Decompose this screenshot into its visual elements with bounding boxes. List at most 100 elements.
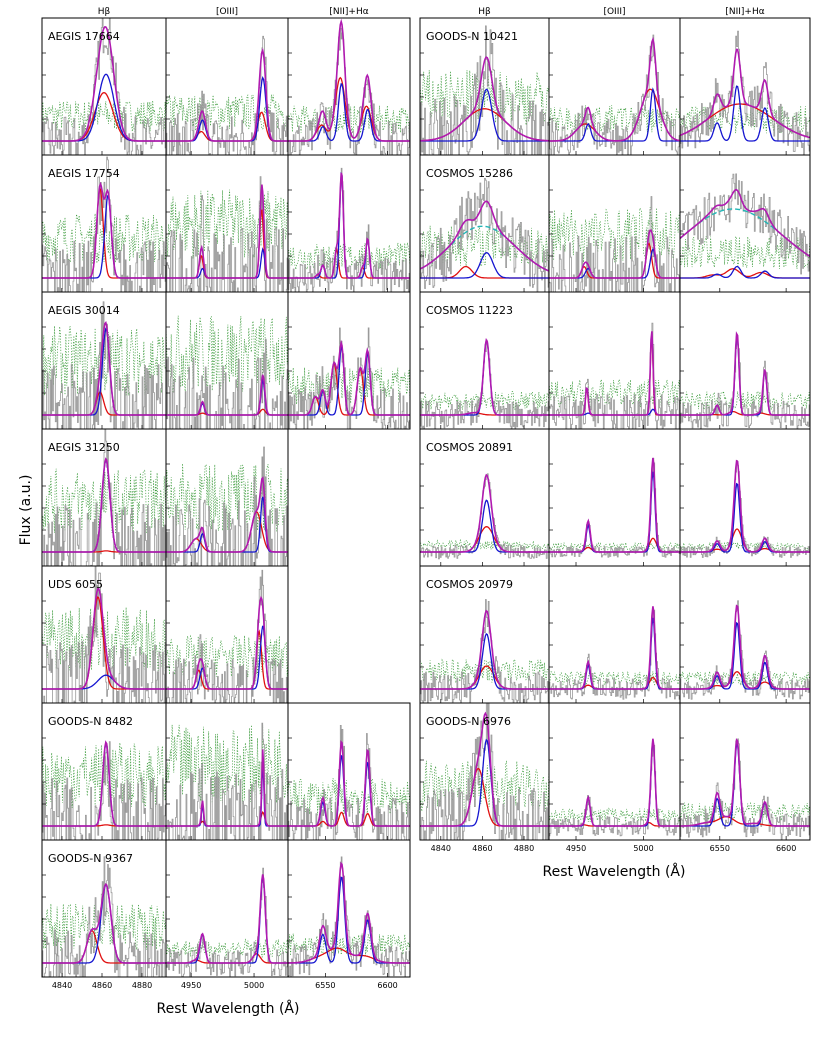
observed-spectrum	[42, 301, 166, 429]
panel-uds-6055-0: UDS 6055	[41, 565, 167, 704]
narrow-component	[549, 471, 680, 553]
panel-goods-n-8482-2	[287, 702, 411, 841]
column-header-right-1: [OIII]	[603, 7, 625, 17]
total-fit	[42, 882, 166, 964]
total-fit	[288, 861, 410, 964]
observed-spectrum	[166, 338, 288, 429]
sky-spectrum	[42, 903, 166, 951]
panel-cosmos-15286-2	[679, 154, 811, 293]
x-tick-label: 6600	[377, 981, 397, 990]
galaxy-label: COSMOS 20891	[426, 441, 513, 454]
galaxy-label: GOODS-N 10421	[426, 30, 518, 43]
panel-aegis-31250-0: AEGIS 31250	[41, 428, 167, 567]
panel-aegis-17754-1	[165, 154, 289, 293]
observed-spectrum	[42, 18, 166, 155]
total-fit	[42, 320, 166, 416]
total-fit	[680, 48, 810, 139]
total-fit	[420, 609, 549, 690]
galaxy-label: COSMOS 11223	[426, 304, 513, 317]
sky-spectrum	[166, 315, 288, 392]
x-tick-label: 4950	[181, 981, 201, 990]
x-tick-label: 4880	[514, 844, 534, 853]
panel-cosmos-20979-2	[679, 565, 811, 704]
total-fit	[549, 457, 680, 553]
total-fit	[549, 606, 680, 690]
column-header-left-2: [NII]+Hα	[329, 7, 368, 17]
panel-cosmos-20891-2	[679, 428, 811, 567]
x-tick-label: 6550	[315, 981, 335, 990]
x-tick-label: 6600	[776, 844, 796, 853]
observed-spectrum	[680, 30, 810, 155]
column-header-left-1: [OIII]	[216, 7, 238, 17]
observed-spectrum	[421, 703, 549, 840]
observed-spectrum	[680, 336, 810, 429]
column-header-right-2: [NII]+Hα	[725, 7, 764, 17]
panel-frame	[287, 17, 411, 156]
total-fit	[166, 476, 288, 553]
sky-spectrum	[420, 538, 549, 551]
panel-frame	[548, 17, 681, 156]
panel-frame	[679, 17, 811, 156]
x-tick-label: 4950	[566, 844, 586, 853]
total-fit	[166, 874, 288, 964]
total-fit	[166, 47, 288, 142]
observed-spectrum	[549, 457, 680, 558]
x-tick-label: 5000	[633, 844, 653, 853]
sky-spectrum	[680, 390, 810, 411]
total-fit	[420, 711, 549, 827]
observed-spectrum	[288, 856, 410, 977]
x-tick-label: 4840	[431, 844, 451, 853]
observed-spectrum	[549, 322, 680, 429]
panel-goods-n-10421-2	[679, 17, 811, 156]
galaxy-label: AEGIS 31250	[48, 441, 120, 454]
sky-spectrum	[549, 807, 680, 823]
observed-spectrum	[288, 327, 410, 429]
x-axis-label-right: Rest Wavelength (Å)	[543, 863, 686, 880]
sky-spectrum	[166, 724, 288, 804]
galaxy-label: GOODS-N 9367	[48, 852, 133, 865]
panel-goods-n-9367-1: 4950 5000	[165, 839, 289, 990]
total-fit	[680, 604, 810, 690]
sky-spectrum	[420, 760, 549, 812]
observed-spectrum	[680, 460, 810, 558]
panel-aegis-17664-2	[287, 17, 411, 156]
observed-spectrum	[288, 167, 410, 292]
panel-goods-n-9367-2: 6550 6600	[287, 839, 411, 990]
observed-spectrum	[420, 178, 549, 292]
total-fit	[680, 331, 810, 416]
total-fit	[166, 374, 288, 416]
sky-spectrum	[420, 658, 549, 684]
total-fit	[420, 473, 549, 553]
narrow-component	[420, 252, 549, 279]
panel-cosmos-11223-1	[548, 291, 681, 430]
observed-spectrum	[166, 569, 288, 703]
panel-cosmos-11223-0: COSMOS 11223	[419, 291, 550, 430]
total-fit	[549, 36, 680, 142]
sky-spectrum	[549, 206, 680, 263]
panel-frame	[287, 839, 411, 978]
galaxy-label: AEGIS 17754	[48, 167, 120, 180]
total-fit	[288, 339, 410, 416]
total-fit	[680, 737, 810, 827]
panel-uds-6055-1	[165, 565, 289, 704]
broad-component	[288, 247, 410, 279]
panel-goods-n-10421-1	[548, 17, 681, 156]
total-fit	[42, 26, 166, 142]
observed-spectrum	[420, 25, 549, 155]
sky-spectrum	[166, 463, 288, 532]
total-fit	[420, 56, 549, 142]
total-fit	[288, 740, 410, 827]
panel-aegis-30014-0: AEGIS 30014	[41, 291, 167, 430]
narrow-component	[549, 739, 680, 827]
total-fit	[42, 587, 166, 690]
panel-cosmos-20891-0: COSMOS 20891	[419, 428, 550, 567]
sky-spectrum	[288, 778, 410, 816]
x-axis-label-left: Rest Wavelength (Å)	[157, 1000, 300, 1017]
panel-goods-n-8482-0: GOODS-N 8482	[41, 702, 167, 841]
total-fit	[420, 200, 549, 272]
observed-spectrum	[549, 34, 680, 155]
total-fit	[42, 740, 166, 827]
x-tick-label: 4880	[132, 981, 152, 990]
observed-spectrum	[166, 722, 288, 840]
